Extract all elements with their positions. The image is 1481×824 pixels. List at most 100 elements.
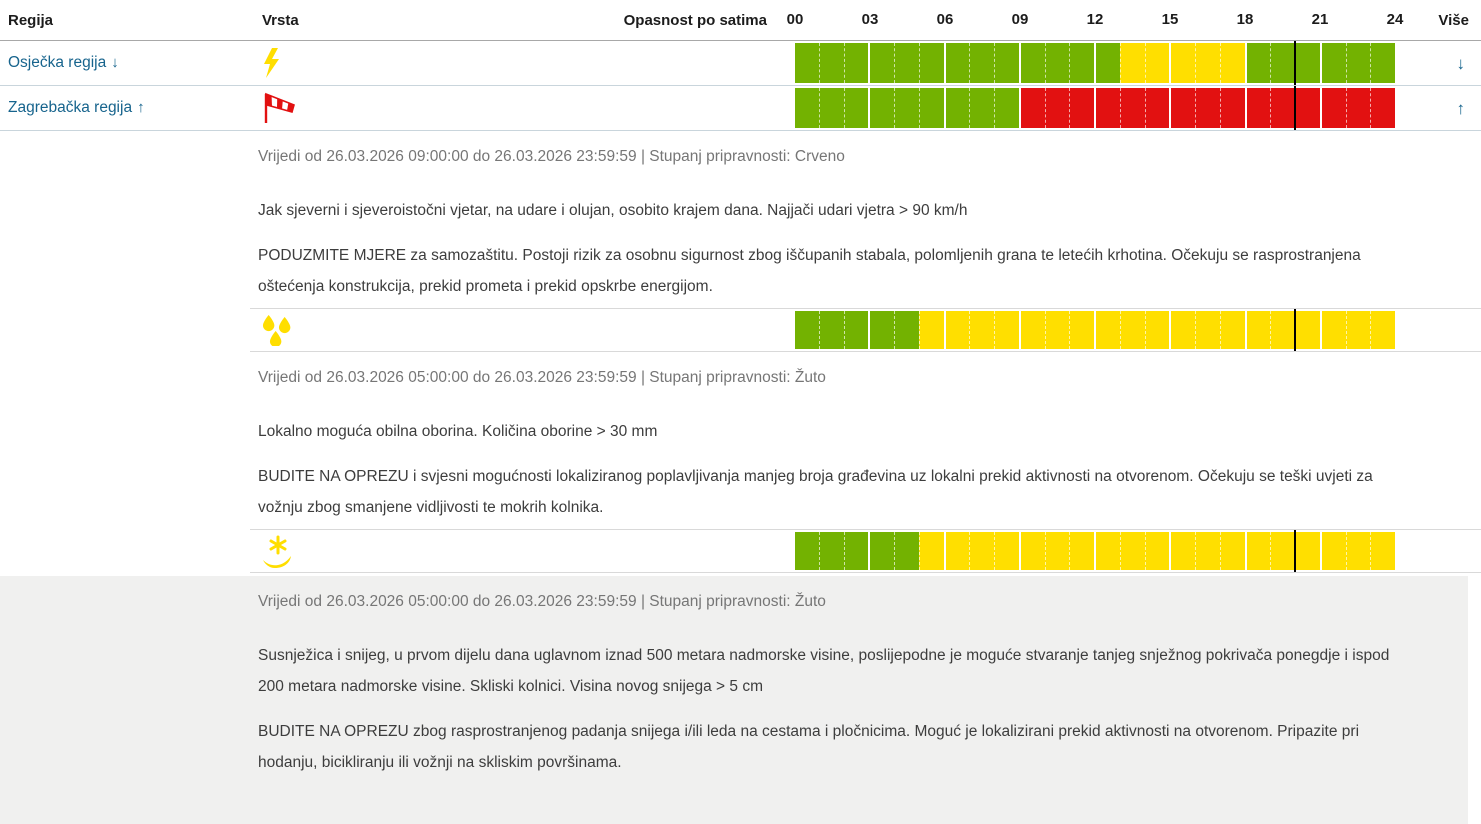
hazard-type-cell: [250, 309, 795, 351]
hour-cell-yellow: [1144, 43, 1170, 83]
more-collapse-arrow-button[interactable]: ↑: [1456, 98, 1466, 118]
hour-cell-red: [1044, 88, 1070, 128]
hazard-timeline-snow: [795, 530, 1395, 572]
hour-cell-green: [868, 532, 894, 570]
spacer: [1395, 530, 1481, 572]
hour-label: 24: [1386, 11, 1404, 28]
current-time-marker: [1294, 86, 1296, 130]
gray-footer-section: Vrijedi od 26.03.2026 05:00:00 do 26.03.…: [0, 576, 1468, 824]
hour-cell-yellow: [1370, 311, 1395, 349]
column-header-hazard-by-hours: Opasnost po satima: [623, 11, 767, 29]
hour-label: 00: [786, 11, 804, 28]
hour-label: 21: [1311, 11, 1329, 28]
hour-cell-green: [1270, 43, 1295, 83]
region-link-zagrebacka[interactable]: Zagrebačka regija ↑: [8, 99, 145, 117]
hour-cell-green: [1370, 43, 1395, 83]
hour-cell-green: [843, 311, 869, 349]
hour-cell-green: [894, 43, 919, 83]
hour-cell-red: [1219, 88, 1245, 128]
hour-cell-green: [843, 532, 869, 570]
hour-cell-green: [868, 311, 894, 349]
hour-cell-red: [1244, 88, 1271, 128]
region-name: Osječka regija: [8, 54, 107, 71]
hour-cell-yellow: [1195, 311, 1220, 349]
more-cell: ↓: [1395, 41, 1481, 85]
hour-cell-green: [818, 43, 844, 83]
hour-cell-green: [918, 88, 944, 128]
hour-label: 18: [1236, 11, 1254, 28]
column-header-region: Regija: [8, 11, 54, 29]
hour-cell-red: [1270, 88, 1295, 128]
hour-cell-green: [1244, 43, 1271, 83]
column-header-more: Više: [1438, 11, 1469, 29]
windsock-icon: [262, 91, 298, 125]
warning-detail-wind: Vrijedi od 26.03.2026 09:00:00 do 26.03.…: [258, 147, 1421, 302]
hour-cell-green: [1069, 43, 1094, 83]
hour-cell-yellow: [1195, 532, 1220, 570]
warning-detail-rain: Vrijedi od 26.03.2026 05:00:00 do 26.03.…: [258, 368, 1421, 523]
hour-cell-yellow: [1244, 532, 1271, 570]
hour-cell-green: [818, 88, 844, 128]
rain-icon: [262, 314, 294, 346]
validity-text: Vrijedi od 26.03.2026 09:00:00 do 26.03.…: [258, 148, 845, 165]
hour-label: 15: [1161, 11, 1179, 28]
hour-cell-yellow: [943, 532, 970, 570]
hour-cell-yellow: [1144, 311, 1170, 349]
region-link-osjecka[interactable]: Osječka regija ↓: [8, 54, 119, 72]
more-expand-arrow-button[interactable]: ↓: [1456, 53, 1466, 73]
hour-cell-yellow: [918, 311, 944, 349]
hour-cell-green: [795, 88, 819, 128]
hour-cell-yellow: [1195, 43, 1220, 83]
hour-label: 06: [936, 11, 954, 28]
hour-cell-yellow: [1044, 532, 1070, 570]
current-time-marker: [1294, 530, 1296, 572]
hour-cell-yellow: [994, 311, 1019, 349]
hour-cell-yellow: [1018, 311, 1045, 349]
hour-cell-yellow: [1319, 311, 1346, 349]
hour-cell-red: [1295, 88, 1320, 128]
region-row-osjecka: Osječka regija ↓ ↓: [0, 41, 1481, 86]
hour-cell-yellow: [1219, 311, 1245, 349]
expand-arrow-icon: ↑: [137, 99, 145, 116]
hour-label: 03: [861, 11, 879, 28]
hour-cell-yellow: [1119, 43, 1145, 83]
hour-cell-green: [994, 88, 1019, 128]
column-header-type: Vrsta: [262, 11, 299, 29]
spacer: [1395, 309, 1481, 351]
hazard-sub-row-rain: [250, 308, 1481, 352]
hour-cell-green: [1094, 43, 1120, 83]
hour-cell-green: [1018, 43, 1045, 83]
hour-cell-yellow: [1169, 311, 1195, 349]
more-cell: ↑: [1395, 86, 1481, 130]
hour-cell-yellow: [1094, 311, 1120, 349]
hour-cell-red: [1345, 88, 1371, 128]
hour-cell-yellow: [1345, 311, 1371, 349]
hazard-description: Susnježica i snijeg, u prvom dijelu dana…: [258, 647, 1390, 695]
hazard-description: Jak sjeverni i sjeveroistočni vjetar, na…: [258, 202, 968, 219]
hour-cell-green: [894, 88, 919, 128]
hour-cell-green: [818, 532, 844, 570]
region-row-zagrebacka: Zagrebačka regija ↑ ↑: [0, 86, 1481, 131]
hour-cell-yellow: [994, 532, 1019, 570]
hour-cell-yellow: [943, 311, 970, 349]
hour-cell-red: [1169, 88, 1195, 128]
hour-cell-yellow: [1319, 532, 1346, 570]
hour-cell-green: [1319, 43, 1346, 83]
hour-cell-red: [1370, 88, 1395, 128]
validity-text: Vrijedi od 26.03.2026 05:00:00 do 26.03.…: [258, 593, 826, 610]
hour-cell-green: [818, 311, 844, 349]
hour-cell-green: [1044, 43, 1070, 83]
current-time-marker: [1294, 309, 1296, 351]
hour-cell-red: [1144, 88, 1170, 128]
region-name-cell: Zagrebačka regija ↑: [0, 86, 250, 130]
hour-cell-yellow: [1345, 532, 1371, 570]
hour-cell-green: [918, 43, 944, 83]
hour-cell-green: [795, 43, 819, 83]
hour-cell-yellow: [1219, 532, 1245, 570]
region-name: Zagrebačka regija: [8, 99, 133, 116]
hour-cell-green: [868, 88, 894, 128]
hour-cell-yellow: [1270, 532, 1295, 570]
hour-cell-red: [1069, 88, 1094, 128]
hazard-timeline-osjecka: [795, 41, 1395, 85]
